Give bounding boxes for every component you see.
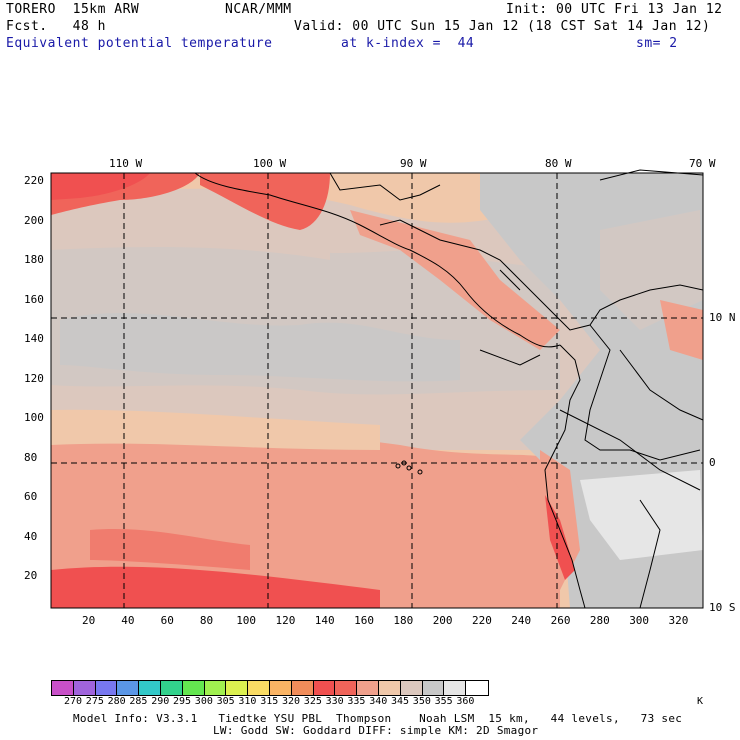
x-tick-label: 80 [199,614,214,627]
colorbar-swatch [139,681,161,695]
y-tick-label: 160 [24,292,44,306]
footer-physics: LW: Godd SW: Goddard DIFF: simple KM: 2D… [213,724,539,737]
colorbar-swatch [291,681,314,695]
lon-label-90w: 90 W [400,157,427,170]
colorbar [51,680,489,696]
colorbar-label: 270 [64,696,83,707]
valid-time: Valid: 00 UTC Sun 15 Jan 12 (18 CST Sat … [294,19,711,34]
field-shading [51,173,703,608]
colorbar-label: 355 [434,696,453,707]
footer-model-info: Model Info: V3.3.1 Tiedtke YSU PBL Thomp… [73,712,683,725]
y-tick-label: 60 [24,490,38,503]
colorbar-label: 325 [303,696,322,707]
x-tick-label: 140 [314,614,335,627]
colorbar-unit: K [697,696,704,707]
colorbar-label: 295 [173,696,192,707]
y-tick-label: 40 [24,529,38,543]
lon-label-110w: 110 W [109,157,143,170]
forecast-hour: Fcst. 48 h [6,19,106,34]
lon-label-100w: 100 W [253,157,287,170]
x-tick-label: 300 [629,614,650,627]
colorbar-swatch [357,681,379,695]
colorbar-label: 315 [260,696,279,707]
colorbar-swatch [378,681,401,695]
colorbar-label: 320 [282,696,301,707]
x-tick-label: 240 [511,614,532,627]
level-info: at k-index = 44 [341,36,475,51]
x-tick-label: 40 [121,614,135,627]
map-frame [50,172,704,609]
colorbar-swatch [117,681,140,695]
x-tick-label: 20 [82,614,96,627]
colorbar-label: 275 [85,696,104,707]
x-tick-label: 200 [432,614,453,627]
colorbar-swatch [52,681,74,695]
colorbar-label: 310 [238,696,257,707]
field-name: Equivalent potential temperature [6,36,273,51]
colorbar-swatch [73,681,96,695]
lat-label-10s: 10 S [709,601,736,614]
init-time: Init: 00 UTC Fri 13 Jan 12 [506,2,723,17]
colorbar-label: 335 [347,696,366,707]
x-tick-label: 320 [668,614,689,627]
x-tick-label: 160 [354,614,374,627]
lat-label-0: 0 [709,456,716,469]
colorbar-swatch [160,681,183,695]
y-tick-label: 180 [24,253,44,266]
lat-label-10n: 10 N [709,311,736,324]
y-tick-label: 140 [24,332,44,345]
colorbar-label: 340 [369,696,388,707]
x-tick-label: 220 [472,614,492,627]
colorbar-swatch [226,681,249,695]
y-tick-label: 200 [24,213,44,227]
colorbar-swatch [248,681,270,695]
colorbar-swatch [95,681,118,695]
colorbar-swatch [269,681,292,695]
colorbar-swatch [422,681,445,695]
lon-label-70w: 70 W [689,157,716,170]
x-tick-label: 120 [275,614,296,627]
colorbar-label: 345 [391,696,410,707]
y-tick-label: 100 [24,411,44,424]
x-tick-label: 60 [160,614,174,627]
y-tick-label: 220 [24,174,44,187]
colorbar-swatch [204,681,227,695]
graticule [51,173,703,608]
colorbar-label: 360 [456,696,475,707]
y-tick-label: 80 [24,450,38,464]
colorbar-swatch [335,681,358,695]
x-tick-label: 260 [550,614,571,627]
lon-label-80w: 80 W [545,157,572,170]
colorbar-label: 350 [412,696,431,707]
model-name: TORERO 15km ARW [6,2,140,17]
x-tick-label: 280 [589,614,610,627]
colorbar-label: 330 [325,696,344,707]
colorbar-swatch [400,681,423,695]
colorbar-label: 300 [194,696,213,707]
coastlines [194,169,704,609]
center-name: NCAR/MMM [225,2,292,17]
colorbar-swatch [313,681,336,695]
smoothing-info: sm= 2 [636,36,678,51]
colorbar-label: 280 [107,696,126,707]
x-tick-label: 100 [236,614,257,627]
colorbar-swatch [466,681,488,695]
map-figure [50,169,704,609]
x-tick-label: 180 [393,614,414,627]
y-tick-label: 20 [24,569,38,582]
colorbar-label: 290 [151,696,170,707]
colorbar-label: 285 [129,696,148,707]
colorbar-label: 305 [216,696,235,707]
y-tick-label: 120 [24,371,44,385]
colorbar-swatch [182,681,205,695]
colorbar-swatch [444,681,467,695]
